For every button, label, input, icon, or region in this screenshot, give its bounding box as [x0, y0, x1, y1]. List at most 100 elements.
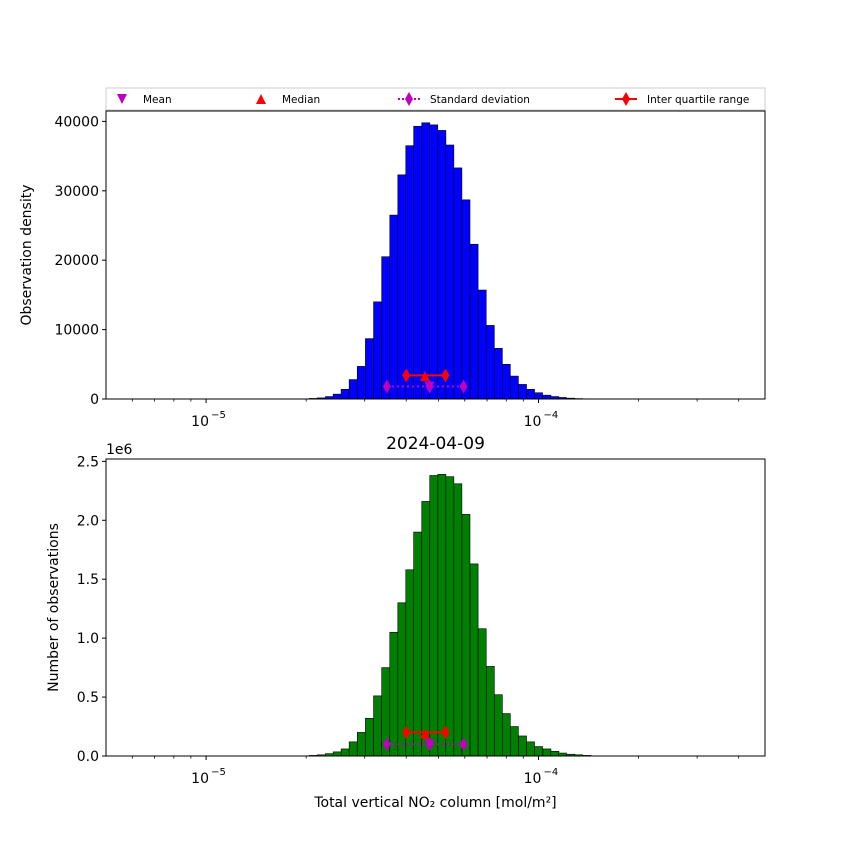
- y-tick-label: 0.5: [77, 690, 99, 706]
- legend-label-3: Inter quartile range: [647, 94, 749, 106]
- histogram-bar: [445, 144, 455, 400]
- std-high-diamond-icon: [459, 737, 468, 752]
- std-high-diamond-icon: [459, 379, 468, 394]
- histogram-bar: [510, 726, 519, 757]
- histogram-bar: [348, 741, 358, 757]
- histogram-bar: [413, 125, 422, 400]
- histogram-bar: [477, 628, 487, 757]
- histogram-bar: [332, 393, 342, 400]
- legend-label-1: Median: [282, 94, 320, 106]
- histogram-bar: [421, 501, 431, 757]
- y-axis-scale-label: 1e6: [106, 442, 133, 458]
- median-marker-icon: [419, 371, 430, 382]
- legend-label-0: Mean: [143, 94, 172, 106]
- x-tick-label-exponent: −5: [211, 410, 226, 421]
- histogram-bar: [542, 394, 552, 400]
- x-tick-label-exponent: −4: [544, 767, 559, 778]
- histogram-bar: [534, 392, 543, 400]
- legend-frame: [105, 87, 766, 111]
- histogram-bar: [453, 483, 463, 757]
- histogram-bar: [429, 475, 439, 757]
- histogram-bar: [494, 348, 503, 400]
- histogram-bar: [494, 694, 503, 757]
- histogram-bar: [405, 145, 415, 400]
- histogram-bar: [542, 748, 552, 757]
- legend-marker-icon-0: [117, 94, 127, 104]
- histogram-bar: [461, 514, 471, 757]
- x-tick-label-base: 10: [524, 771, 542, 787]
- histogram-bar: [485, 325, 495, 400]
- histogram-bar: [469, 243, 479, 400]
- std-low-diamond-icon: [382, 379, 391, 394]
- histogram-bar: [477, 289, 487, 400]
- histogram-bar: [373, 695, 382, 757]
- y-tick-label: 10000: [54, 323, 99, 339]
- histogram-bar: [453, 167, 463, 400]
- histogram-bar: [332, 751, 342, 757]
- x-tick-label-exponent: −4: [544, 410, 559, 421]
- y-axis-label: Observation density: [19, 184, 35, 325]
- histogram-bar: [526, 388, 535, 400]
- y-tick-label: 0.0: [77, 749, 99, 765]
- chart-title: 2024-04-09: [386, 434, 485, 454]
- y-tick-label: 0: [90, 392, 99, 408]
- x-tick-label-exponent: −5: [211, 767, 226, 778]
- histogram-bar: [373, 301, 382, 400]
- iqr-low-diamond-icon: [402, 368, 411, 383]
- y-tick-label: 40000: [54, 114, 99, 130]
- std-low-diamond-icon: [382, 737, 391, 752]
- y-tick-label: 30000: [54, 184, 99, 200]
- y-tick-label: 2.5: [77, 454, 99, 470]
- histogram-bar: [550, 750, 560, 757]
- histogram-bar: [365, 338, 374, 400]
- mean-marker-icon: [424, 739, 435, 750]
- histogram-bar: [381, 256, 391, 400]
- histogram-bar: [534, 746, 543, 757]
- histogram-bar: [526, 741, 535, 757]
- iqr-high-diamond-icon: [441, 368, 450, 383]
- histogram-bar: [348, 379, 358, 400]
- legend: Mean Median Standard deviation Inter quarti…: [105, 87, 766, 111]
- histogram-bar: [510, 375, 519, 400]
- histogram-bar: [469, 563, 479, 757]
- iqr-high-diamond-icon: [441, 725, 450, 740]
- y-tick-label: 1.0: [77, 631, 99, 647]
- histogram-bar: [365, 717, 374, 757]
- legend-diamond-icon-3: [622, 92, 630, 106]
- legend-diamond-icon-2: [405, 92, 413, 106]
- x-tick-label-base: 10: [191, 771, 209, 787]
- histogram-bar: [437, 130, 447, 400]
- histogram-bar: [389, 214, 399, 400]
- y-tick-label: 20000: [54, 253, 99, 269]
- histogram-bar: [356, 732, 366, 757]
- x-tick-label-base: 10: [524, 414, 542, 430]
- legend-label-2: Standard deviation: [430, 94, 530, 106]
- statistics-markers: [382, 368, 468, 394]
- y-tick-label: 2.0: [77, 513, 99, 529]
- histogram-bar: [429, 124, 439, 400]
- histogram-bar: [389, 631, 399, 757]
- x-tick-label-base: 10: [191, 414, 209, 430]
- histogram-bar: [421, 122, 431, 400]
- histogram-bar: [437, 474, 447, 757]
- x-axis-label: Total vertical NO₂ column [mol/m²]: [313, 795, 556, 811]
- histogram-bar: [485, 666, 495, 757]
- iqr-low-diamond-icon: [402, 725, 411, 740]
- statistics-markers: [382, 725, 468, 752]
- histogram-bar: [397, 174, 407, 400]
- histogram-bar: [340, 748, 350, 757]
- mean-marker-icon: [424, 381, 435, 392]
- axes-frame: [105, 458, 766, 757]
- histogram-bar: [518, 735, 527, 757]
- histogram-bar: [501, 364, 511, 400]
- legend-marker-icon-1: [256, 94, 266, 104]
- histogram-bar: [413, 531, 422, 757]
- histogram-bar: [461, 199, 471, 400]
- histogram-bar: [340, 388, 350, 400]
- y-axis-label: Number of observations: [46, 523, 62, 692]
- y-tick-label: 1.5: [77, 572, 99, 588]
- histogram-bar: [518, 384, 527, 400]
